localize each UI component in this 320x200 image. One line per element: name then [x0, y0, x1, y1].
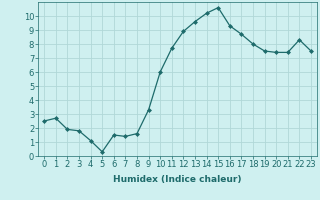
X-axis label: Humidex (Indice chaleur): Humidex (Indice chaleur) [113, 175, 242, 184]
